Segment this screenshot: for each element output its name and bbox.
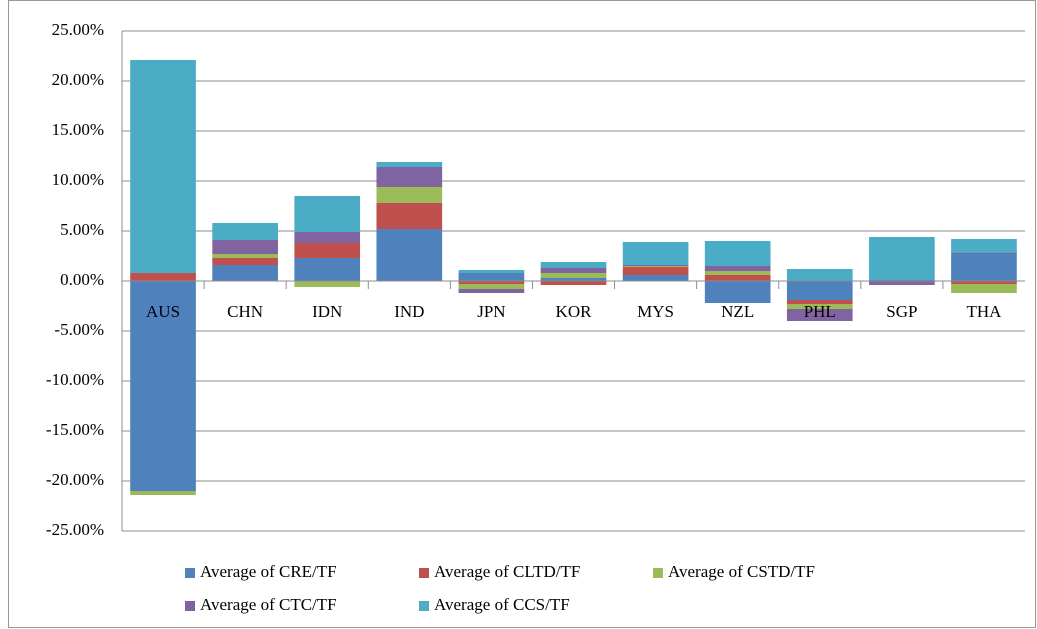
bar-segment: [951, 239, 1017, 253]
x-tick-label: IDN: [312, 302, 342, 321]
bar-segment: [212, 258, 278, 265]
x-tick-label: NZL: [721, 302, 754, 321]
bar-segment: [704, 241, 771, 266]
frame: [8, 0, 1036, 628]
bar-segment: [540, 278, 607, 281]
bar-segment: [540, 273, 607, 278]
y-tick-label: 20.00%: [52, 70, 104, 89]
bar-segment: [212, 254, 278, 258]
bar-segment: [294, 243, 361, 258]
bar-segment: [376, 162, 443, 167]
bar-segment: [458, 270, 525, 273]
bar-segment: [786, 304, 853, 309]
bar-segment: [212, 265, 278, 281]
x-tick-label: CHN: [227, 302, 263, 321]
legend-swatch: [185, 568, 195, 578]
bar-segment: [458, 284, 525, 289]
bar-segment: [540, 262, 607, 268]
bar-segment: [704, 271, 771, 275]
bar-segment: [622, 275, 689, 281]
bar-segment: [704, 266, 771, 271]
legend-label: Average of CRE/TF: [200, 562, 337, 581]
bar-segment: [869, 281, 935, 285]
legend-label: Average of CLTD/TF: [434, 562, 580, 581]
bar-segment: [786, 300, 853, 304]
bar-segment: [704, 281, 771, 303]
bar-segment: [540, 281, 607, 285]
y-tick-label: 25.00%: [52, 20, 104, 39]
legend-swatch: [419, 568, 429, 578]
bar-segment: [376, 187, 443, 203]
bar-segment: [130, 281, 196, 491]
legend-swatch: [185, 601, 195, 611]
bar-segment: [294, 196, 361, 232]
bar-segment: [294, 258, 361, 281]
bar-segment: [622, 266, 689, 267]
y-tick-label: -5.00%: [54, 320, 104, 339]
legend-label: Average of CCS/TF: [434, 595, 570, 614]
bar-segment: [458, 281, 525, 284]
bar-segment: [951, 281, 1017, 284]
bar-segment: [786, 269, 853, 281]
bar-segment: [458, 273, 525, 281]
bar-segment: [951, 254, 1017, 281]
x-tick-label: AUS: [146, 302, 180, 321]
bar-segment: [622, 265, 689, 266]
x-tick-label: SGP: [886, 302, 917, 321]
x-tick-label: IND: [394, 302, 424, 321]
legend-label: Average of CSTD/TF: [668, 562, 815, 581]
bar-segment: [130, 273, 196, 281]
bar-segment: [294, 281, 361, 287]
bar-segment: [376, 167, 443, 187]
x-tick-label: KOR: [556, 302, 593, 321]
bar-segment: [458, 289, 525, 293]
y-tick-label: 15.00%: [52, 120, 104, 139]
bar-segment: [622, 242, 689, 265]
y-tick-label: 5.00%: [60, 220, 104, 239]
bar-segment: [294, 232, 361, 243]
y-tick-label: -20.00%: [46, 470, 104, 489]
bar-segment: [951, 253, 1017, 254]
y-tick-label: -25.00%: [46, 520, 104, 539]
y-tick-label: -15.00%: [46, 420, 104, 439]
legend-swatch: [653, 568, 663, 578]
bar-segment: [376, 229, 443, 281]
bar-segment: [130, 60, 196, 273]
x-tick-label: PHL: [804, 302, 836, 321]
bar-segment: [786, 309, 853, 321]
bar-segment: [951, 284, 1017, 293]
bar-segment: [212, 223, 278, 240]
bar-segment: [869, 237, 935, 280]
bar-segment: [704, 275, 771, 281]
y-tick-label: 10.00%: [52, 170, 104, 189]
bar-segment: [130, 491, 196, 495]
legend-swatch: [419, 601, 429, 611]
bar-segment: [212, 240, 278, 254]
legend-label: Average of CTC/TF: [200, 595, 337, 614]
y-tick-label: 0.00%: [60, 270, 104, 289]
bar-segment: [540, 268, 607, 273]
y-tick-label: -10.00%: [46, 370, 104, 389]
bar-segment: [622, 267, 689, 275]
x-tick-label: MYS: [637, 302, 674, 321]
x-tick-label: JPN: [477, 302, 505, 321]
x-tick-label: THA: [966, 302, 1002, 321]
bar-segment: [376, 203, 443, 229]
bar-segment: [786, 281, 853, 300]
